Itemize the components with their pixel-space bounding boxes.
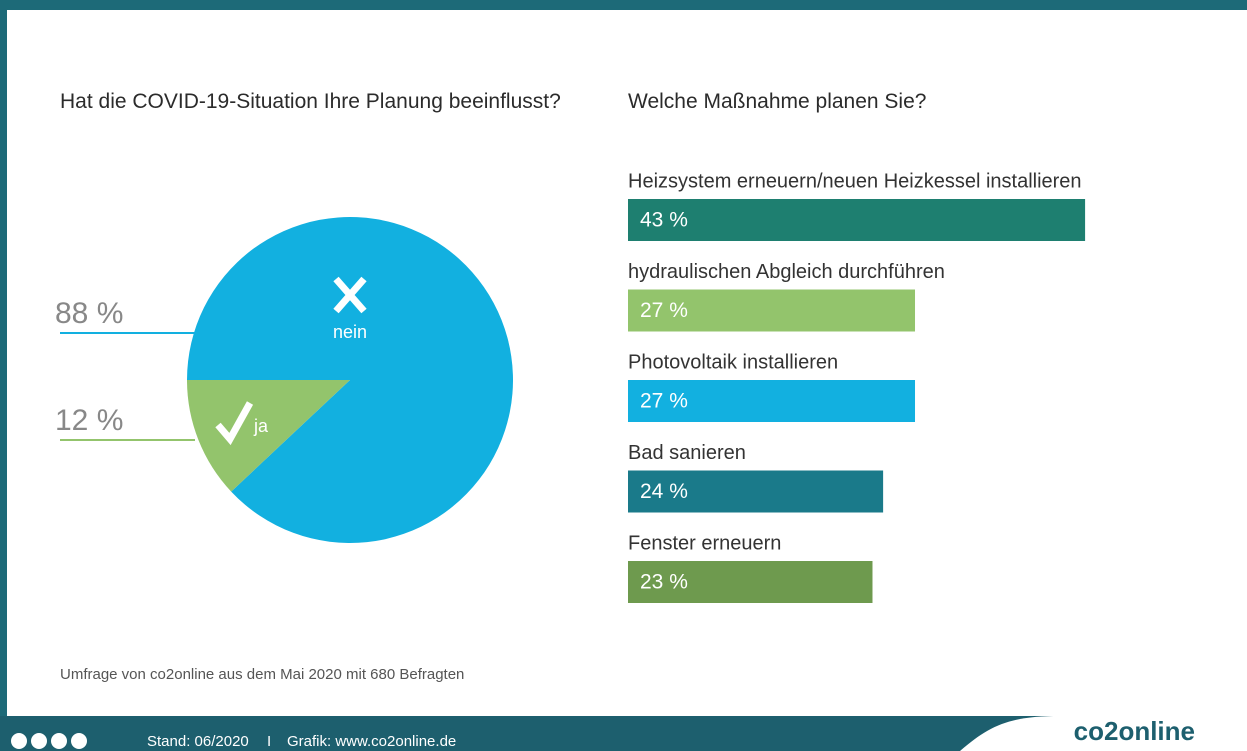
bar <box>628 561 873 603</box>
pie-category-label: nein <box>333 322 367 342</box>
brand: co2online <box>1074 716 1195 746</box>
bar-value-label: 43 % <box>640 209 688 232</box>
pie-value-label: 88 % <box>55 297 123 330</box>
bar-value-label: 27 % <box>640 299 688 322</box>
bar-category-label: Fenster erneuern <box>628 532 781 554</box>
bar-value-label: 23 % <box>640 571 688 594</box>
bar-value-label: 24 % <box>640 480 688 503</box>
pie-slice <box>187 380 350 492</box>
cc-icons <box>11 733 87 749</box>
bar-value-label: 27 % <box>640 390 688 413</box>
footer-stand: Stand: 06/2020 <box>147 733 249 750</box>
bar-title: Welche Maßnahme planen Sie? <box>628 90 927 113</box>
bar <box>628 289 916 332</box>
footer-credit: Grafik: www.co2online.de <box>287 733 456 750</box>
pie-slice <box>187 216 513 543</box>
footer-curve <box>960 716 1247 751</box>
bar-category-label: Heizsystem erneuern/neuen Heizkessel ins… <box>628 170 1082 192</box>
pie-category-label: ja <box>253 416 269 436</box>
icon-check <box>215 401 254 446</box>
icon-x <box>333 276 367 314</box>
bar-category-label: Bad sanieren <box>628 442 746 464</box>
top-border <box>0 0 1247 10</box>
footer-separator: I <box>267 733 271 750</box>
bar-category-label: Photovoltaik installieren <box>628 351 838 373</box>
bar <box>628 470 884 513</box>
pie-title: Hat die COVID-19-Situation Ihre Planung … <box>60 90 561 113</box>
left-border <box>0 0 7 751</box>
bar <box>628 380 916 422</box>
bar-category-label: hydraulischen Abgleich durchführen <box>628 261 945 283</box>
pie-value-label: 12 % <box>55 404 123 437</box>
footer-note: Umfrage von co2online aus dem Mai 2020 m… <box>60 666 464 683</box>
bar <box>628 199 1086 241</box>
